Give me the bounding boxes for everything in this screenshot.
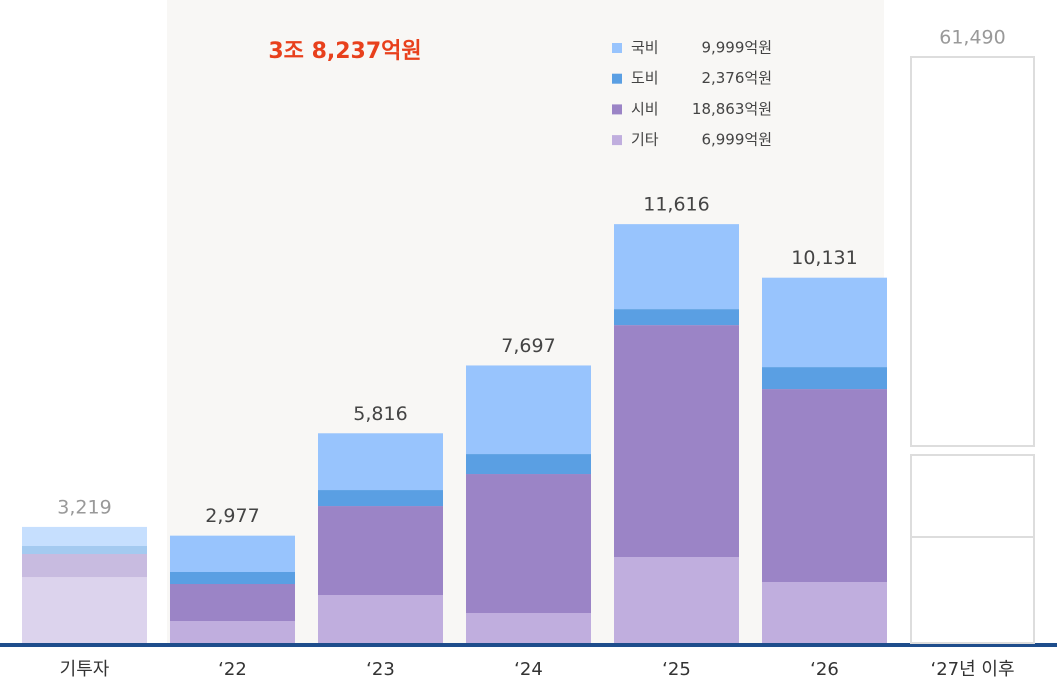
bar-segment [762, 367, 887, 390]
legend-amount: 2,376억원 [701, 69, 772, 87]
axis-break [909, 447, 1036, 454]
bar-segment [22, 546, 147, 555]
x-tick-label: ‘26 [810, 659, 839, 680]
legend-swatch [612, 135, 622, 146]
x-tick-label: ‘24 [514, 659, 543, 680]
total-annotation: 3조 8,237억원 [268, 39, 421, 64]
legend-amount: 18,863억원 [692, 100, 772, 118]
legend-swatch [612, 73, 622, 84]
total-label: 61,490 [939, 27, 1005, 49]
bar-segment [614, 309, 739, 326]
baseline [0, 643, 1057, 647]
bar-total [910, 56, 1035, 644]
bar-segment [170, 584, 295, 622]
bar-segment [762, 582, 887, 643]
total-label: 5,816 [353, 403, 407, 425]
legend-label: 시비 [631, 100, 659, 118]
legend-amount: 6,999억원 [701, 131, 772, 149]
total-label: 3,219 [57, 496, 111, 518]
bar-segment [22, 577, 147, 643]
legend-amount: 9,999억원 [701, 39, 772, 57]
x-tick-label: ‘22 [218, 659, 247, 680]
bar-segment [318, 595, 443, 643]
bar-segment [170, 572, 295, 585]
bar-segment [614, 325, 739, 558]
total-label: 2,977 [205, 505, 259, 527]
bar-segment [318, 490, 443, 507]
legend-label: 기타 [631, 131, 659, 149]
bar-segment [170, 535, 295, 573]
bar-segment [318, 433, 443, 491]
bar-segment [466, 612, 591, 643]
bar-segment [614, 224, 739, 310]
x-tick-label: ‘25 [662, 659, 691, 680]
bar-segment [170, 621, 295, 643]
bar-segment [318, 506, 443, 596]
x-tick-label: ‘23 [366, 659, 395, 680]
bar-segment [22, 554, 147, 578]
legend-swatch [612, 43, 622, 53]
bar-segment [466, 474, 591, 613]
legend-label: 국비 [631, 39, 659, 57]
total-label: 7,697 [501, 335, 555, 357]
x-tick-label: ‘27년 이후 [930, 659, 1014, 680]
legend-swatch [612, 104, 622, 115]
bar-segment [22, 526, 147, 547]
bar-segment [614, 557, 739, 643]
total-label: 10,131 [791, 247, 857, 269]
bar-segment [466, 365, 591, 455]
legend-label: 도비 [631, 69, 659, 87]
bar-segment [466, 454, 591, 475]
x-tick-label: 기투자 [60, 659, 110, 680]
bar-segment [762, 389, 887, 583]
bar-segment [762, 277, 887, 368]
total-label: 11,616 [643, 194, 709, 216]
